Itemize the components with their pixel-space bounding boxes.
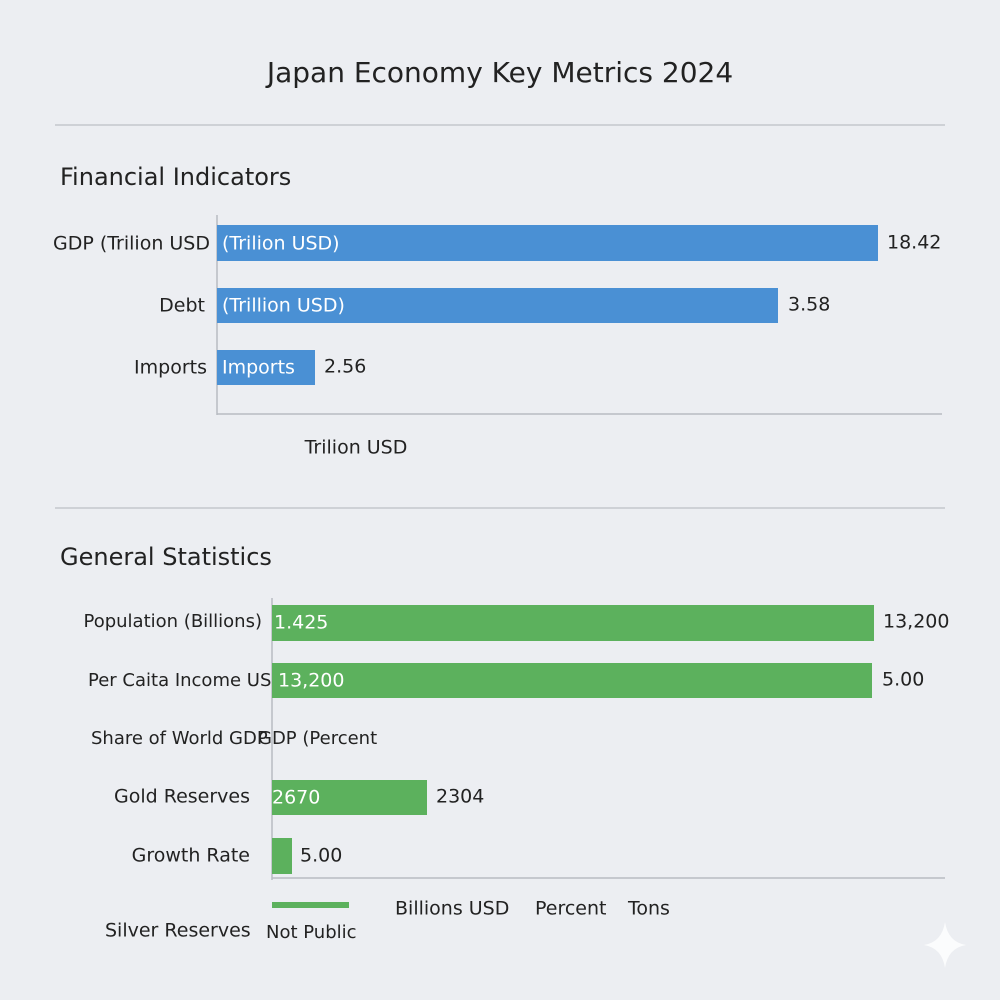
title: Japan Economy Key Metrics 2024 xyxy=(265,56,733,89)
bar-text: 13,200 xyxy=(278,670,344,692)
row-label: Growth Rate xyxy=(132,845,250,867)
bar-text: (Trilion USD) xyxy=(222,233,340,255)
row-label: Debt xyxy=(159,295,205,317)
bar-text: (Trillion USD) xyxy=(222,295,345,317)
axis-label: Trilion USD xyxy=(304,437,408,459)
row-label: Per Caita Income US xyxy=(88,670,271,691)
bar-text: Imports xyxy=(222,357,295,379)
value: 18.42 xyxy=(887,232,941,254)
value: Not Public xyxy=(266,922,357,943)
value: 2304 xyxy=(436,786,484,808)
row-label: Silver Reserves xyxy=(105,920,251,942)
legend-swatch xyxy=(272,902,349,908)
bar xyxy=(272,663,872,698)
value: 5.00 xyxy=(300,845,342,867)
row-label: GDP (Trilion USD xyxy=(53,233,210,255)
bar xyxy=(217,288,778,323)
bar-text: 2670 xyxy=(272,787,320,809)
value: 5.00 xyxy=(882,669,924,691)
bar xyxy=(272,780,427,815)
bar-text: GDP (Percent xyxy=(258,728,377,749)
row-label: Imports xyxy=(134,357,207,379)
value: 2.56 xyxy=(324,356,366,378)
bar-text: 1.425 xyxy=(274,612,328,634)
section-heading: General Statistics xyxy=(60,543,272,571)
row-label: Population (Billions) xyxy=(84,611,263,632)
legend-entry: Percent xyxy=(535,898,607,920)
bar xyxy=(272,605,874,641)
value: 13,200 xyxy=(883,611,949,633)
row-label: Share of World GDP xyxy=(91,728,268,749)
bar xyxy=(217,225,878,261)
legend-entry: Tons xyxy=(627,898,670,920)
row-label: Gold Reserves xyxy=(114,786,250,808)
bar xyxy=(272,838,292,874)
bar xyxy=(217,350,315,385)
section-heading: Financial Indicators xyxy=(60,163,291,191)
legend-entry: Billions USD xyxy=(395,898,509,920)
sparkle-icon xyxy=(924,922,966,968)
value: 3.58 xyxy=(788,294,830,316)
